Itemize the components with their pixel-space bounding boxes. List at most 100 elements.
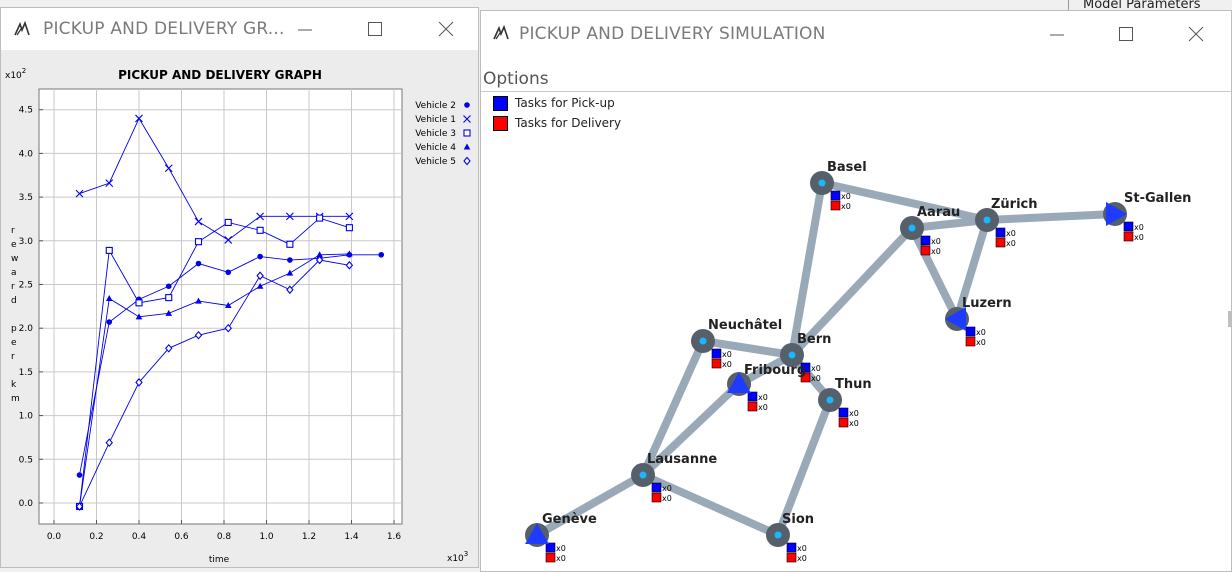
city-label: Neuchâtel: [708, 318, 782, 333]
x-tick-label: 0.6: [174, 532, 189, 542]
data-point-vehicle-4: [316, 251, 323, 258]
simulation-window[interactable]: PICKUP AND DELIVERY SIMULATION Options T…: [480, 10, 1232, 572]
delivery-task-box: [651, 492, 662, 503]
close-button[interactable]: [424, 12, 468, 46]
road-fribourg-lausanne: [639, 380, 743, 479]
close-icon: [438, 21, 454, 37]
data-point-vehicle-4: [195, 297, 202, 304]
series-line-vehicle-4: [79, 253, 350, 507]
y-axis-label-char: p: [11, 324, 17, 334]
data-point-vehicle-4: [286, 269, 294, 276]
data-point-vehicle-2: [378, 251, 385, 258]
data-point-vehicle-5: [105, 438, 113, 448]
data-point-vehicle-4: [135, 313, 143, 320]
series-line-vehicle-3: [79, 217, 350, 507]
data-point-vehicle-1: [105, 179, 114, 188]
y-axis-label-char: [11, 366, 14, 376]
scroll-edge[interactable]: [1228, 311, 1231, 327]
pickup-delivery-chart: 0.0 0.2 0.4 0.6 0.8 1.0 1.2 1.4 1.6 0.0 0.5 1.0 1.5 2…: [1, 50, 478, 567]
pickup-task-count: x0: [1006, 229, 1016, 238]
road-zürich-st-gallen: [983, 210, 1119, 224]
pickup-task-count: x0: [758, 393, 768, 402]
maximize-button[interactable]: [1103, 15, 1147, 49]
data-point-vehicle-1: [256, 212, 265, 221]
data-point-vehicle-2: [287, 257, 293, 263]
graph-window[interactable]: PICKUP AND DELIVERY GR... 0.0 0.2 0.4 0.6 0.…: [0, 7, 479, 568]
close-icon: [1188, 26, 1204, 42]
city-label: Luzern: [962, 296, 1012, 311]
legend-swatch: [493, 116, 508, 131]
vehicle-at-luzern[interactable]: [945, 307, 966, 331]
pickup-task-count: x0: [976, 328, 986, 337]
data-point-vehicle-4: [105, 294, 113, 301]
vehicle-at-st-gallen[interactable]: [1106, 202, 1127, 226]
pickup-task-count: x0: [841, 192, 851, 201]
delivery-task-box: [800, 372, 811, 383]
minimize-button[interactable]: [1035, 15, 1079, 49]
y-axis-label-char: e: [11, 338, 17, 348]
y-axis-label-char: w: [11, 254, 18, 264]
x-multiplier-exponent: 3: [464, 550, 468, 558]
data-point-vehicle-1: [75, 189, 84, 198]
data-point-vehicle-3: [224, 218, 232, 226]
data-point-vehicle-2: [106, 319, 113, 325]
data-point-vehicle-1: [194, 217, 203, 226]
data-point-vehicle-3: [165, 294, 173, 302]
data-point-vehicle-5: [194, 330, 203, 340]
pickup-task-box: [838, 407, 849, 418]
graph-window-titlebar[interactable]: PICKUP AND DELIVERY GR...: [1, 8, 478, 50]
vehicle-at-fribourg[interactable]: [727, 372, 751, 393]
data-point-vehicle-1: [135, 114, 143, 123]
minimize-icon: [1050, 34, 1064, 36]
data-point-vehicle-3: [135, 299, 143, 307]
series-vehicle-4: [76, 250, 353, 509]
delivery-task-count: x0: [931, 247, 941, 256]
app-logo-icon: [493, 25, 509, 40]
data-point-vehicle-5: [135, 378, 143, 387]
chart-legend: Vehicle 2 Vehicle 1 Vehicle 3 Vehicle 4 Vehi…: [415, 101, 471, 167]
delivery-task-count: x0: [662, 494, 672, 503]
data-point-vehicle-2: [195, 260, 202, 267]
city-label: Sion: [782, 512, 814, 527]
close-button[interactable]: [1174, 15, 1218, 49]
delivery-task-box: [786, 552, 797, 563]
city-label: Aarau: [917, 205, 960, 220]
y-multiplier-base: x10: [5, 71, 22, 81]
x-tick-label: 1.2: [302, 532, 316, 542]
data-point-vehicle-3: [194, 238, 203, 246]
plot-area: [38, 88, 403, 525]
data-point-vehicle-2: [165, 283, 172, 290]
delivery-task-count: x0: [811, 374, 821, 383]
data-point-vehicle-1: [224, 236, 233, 244]
y-tick-label: 2.5: [19, 281, 33, 291]
simulation-window-titlebar[interactable]: PICKUP AND DELIVERY SIMULATION: [481, 11, 1231, 53]
data-point-vehicle-5: [224, 323, 232, 333]
maximize-button[interactable]: [352, 12, 396, 46]
x-tick-label: 0.4: [132, 532, 147, 542]
chart-series: [75, 114, 385, 511]
minimize-button[interactable]: [283, 12, 327, 46]
graph-window-title: PICKUP AND DELIVERY GR...: [43, 19, 285, 39]
pickup-task-count: x0: [811, 364, 821, 373]
y-axis-label-char: [11, 310, 14, 320]
road-basel-zürich: [818, 179, 991, 224]
menu-bar: Options: [481, 61, 1231, 92]
pickup-task-box: [747, 391, 758, 402]
road-lausanne-genève: [533, 471, 647, 539]
pickup-task-box: [920, 235, 931, 246]
menu-options[interactable]: Options: [483, 69, 549, 89]
x-multiplier: x103: [447, 550, 468, 564]
y-tick-label: 1.0: [19, 412, 34, 422]
delivery-task-count: x0: [797, 554, 807, 563]
delivery-task-box: [1123, 231, 1134, 242]
data-point-vehicle-5: [345, 260, 354, 270]
vehicle-at-geneve[interactable]: [525, 523, 549, 544]
